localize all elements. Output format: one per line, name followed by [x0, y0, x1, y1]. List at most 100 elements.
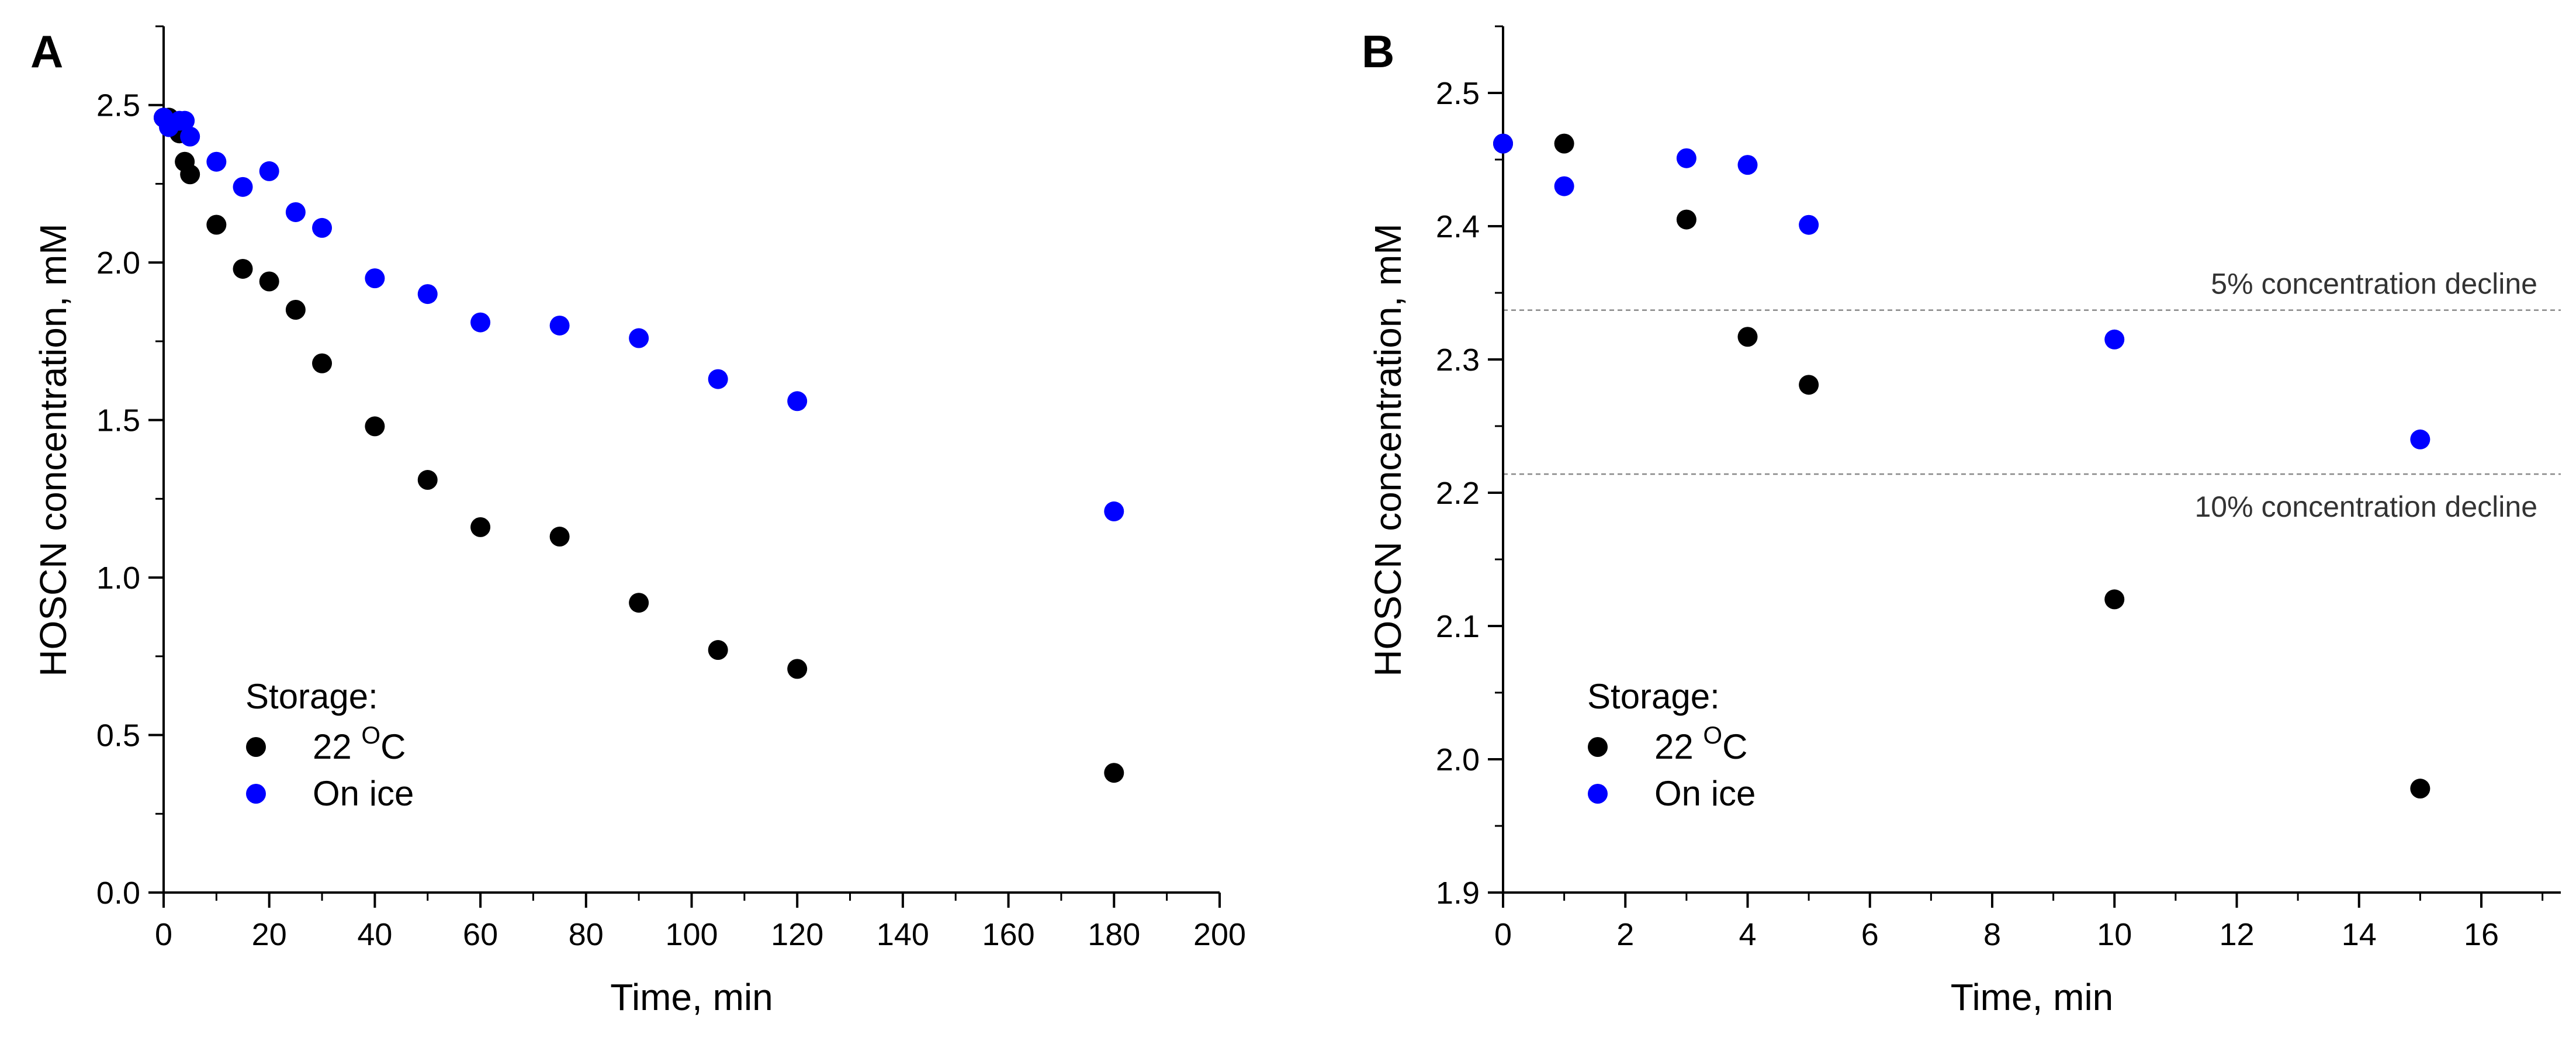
data-point-22c [470, 517, 491, 537]
data-point-on-ice [180, 126, 200, 147]
x-tick-label: 40 [357, 917, 392, 952]
data-point-on-ice [1676, 148, 1696, 168]
data-point-22c [629, 593, 649, 613]
legend-label-main: On ice [1654, 774, 1756, 813]
data-point-on-ice [312, 217, 333, 238]
data-point-22c [1104, 763, 1124, 783]
y-tick-label: 1.5 [96, 403, 140, 438]
data-point-22c [417, 470, 438, 490]
legend-label-superscript: O [361, 721, 380, 749]
data-point-22c [1676, 209, 1696, 230]
y-tick-label: 2.5 [96, 88, 140, 123]
x-tick-label: 60 [463, 917, 498, 952]
data-point-22c [2410, 779, 2430, 799]
legend-label-superscript: O [1703, 721, 1722, 749]
data-point-22c [787, 659, 808, 679]
data-point-on-ice [417, 284, 438, 305]
data-point-22c [1554, 133, 1574, 154]
reference-line-label: 5% concentration decline [2211, 268, 2537, 300]
y-tick-label: 2.3 [1436, 343, 1480, 378]
data-point-22c [549, 527, 570, 547]
data-point-on-ice [470, 312, 491, 333]
data-point-on-ice [175, 110, 195, 131]
data-point-22c [1737, 327, 1758, 347]
legend-label: 22 OC [313, 721, 406, 766]
y-tick-label: 0.5 [96, 718, 140, 753]
panel-letter: B [1362, 26, 1394, 77]
legend-title: Storage: [245, 677, 378, 716]
x-tick-label: 16 [2464, 917, 2499, 952]
legend-label-end: C [380, 727, 406, 766]
data-point-22c [365, 416, 385, 437]
data-point-on-ice [629, 328, 649, 348]
y-tick-label: 2.5 [1436, 76, 1480, 111]
y-tick-label: 2.2 [1436, 476, 1480, 511]
legend-label: On ice [313, 774, 414, 813]
legend-label-main: 22 [1654, 727, 1703, 766]
data-point-on-ice [2104, 329, 2125, 350]
y-tick-label: 2.0 [96, 245, 140, 281]
x-tick-label: 0 [1494, 917, 1512, 952]
data-point-on-ice [708, 369, 728, 389]
x-tick-label: 120 [771, 917, 823, 952]
panel-b: B 5% concentration decline 10% concentrati… [1362, 25, 2561, 1018]
data-point-on-ice [549, 315, 570, 336]
x-tick-label: 10 [2097, 917, 2132, 952]
legend-title: Storage: [1587, 677, 1720, 716]
y-axis-label: HOSCN concentration, mM [32, 223, 74, 676]
x-tick-label: 12 [2219, 917, 2254, 952]
x-axis-label: Time, min [610, 976, 773, 1018]
x-tick-label: 100 [665, 917, 718, 952]
x-tick-label: 6 [1861, 917, 1879, 952]
reference-line-label: 10% concentration decline [2195, 490, 2538, 523]
data-point-on-ice [1799, 215, 1819, 235]
data-point-on-ice [2410, 429, 2430, 449]
y-axis-label: HOSCN concentration, mM [1367, 223, 1409, 676]
x-axis-label: Time, min [1951, 976, 2114, 1018]
y-tick-label: 0.0 [96, 876, 140, 911]
data-point-on-ice [365, 268, 385, 289]
panel-letter: A [30, 26, 63, 77]
data-point-on-ice [233, 177, 253, 197]
y-tick-label: 2.4 [1436, 209, 1480, 244]
y-tick-label: 2.0 [1436, 742, 1480, 777]
data-point-on-ice [1104, 501, 1124, 521]
y-tick-label: 1.0 [96, 561, 140, 596]
legend-label: 22 OC [1654, 721, 1747, 766]
x-tick-label: 4 [1739, 917, 1756, 952]
legend-label: On ice [1654, 774, 1756, 813]
data-point-on-ice [1554, 176, 1574, 196]
x-tick-label: 0 [155, 917, 172, 952]
legend-label-end: C [1722, 727, 1747, 766]
y-tick-label: 2.1 [1436, 609, 1480, 644]
x-tick-label: 180 [1088, 917, 1140, 952]
legend-marker [1588, 737, 1608, 757]
legend-marker [246, 737, 266, 757]
legend-label-main: On ice [313, 774, 414, 813]
data-point-on-ice [1737, 155, 1758, 175]
x-tick-label: 8 [1983, 917, 2001, 952]
data-point-22c [708, 640, 728, 660]
y-tick-label: 1.9 [1436, 876, 1480, 911]
legend-marker [1588, 784, 1608, 804]
legend-label-main: 22 [313, 727, 361, 766]
data-point-22c [2104, 589, 2125, 610]
legend-marker [246, 784, 266, 804]
data-point-22c [233, 258, 253, 279]
data-point-22c [1799, 375, 1819, 395]
data-point-22c [259, 271, 279, 292]
data-point-22c [285, 300, 306, 320]
x-tick-label: 2 [1616, 917, 1634, 952]
data-point-on-ice [285, 202, 306, 222]
x-tick-label: 140 [877, 917, 929, 952]
x-tick-label: 20 [252, 917, 287, 952]
data-point-on-ice [787, 391, 808, 411]
x-tick-label: 200 [1193, 917, 1246, 952]
data-point-on-ice [259, 161, 279, 181]
x-tick-label: 14 [2342, 917, 2377, 952]
data-point-22c [206, 215, 227, 235]
data-point-22c [312, 353, 333, 373]
data-point-22c [180, 164, 200, 185]
x-tick-label: 80 [569, 917, 604, 952]
